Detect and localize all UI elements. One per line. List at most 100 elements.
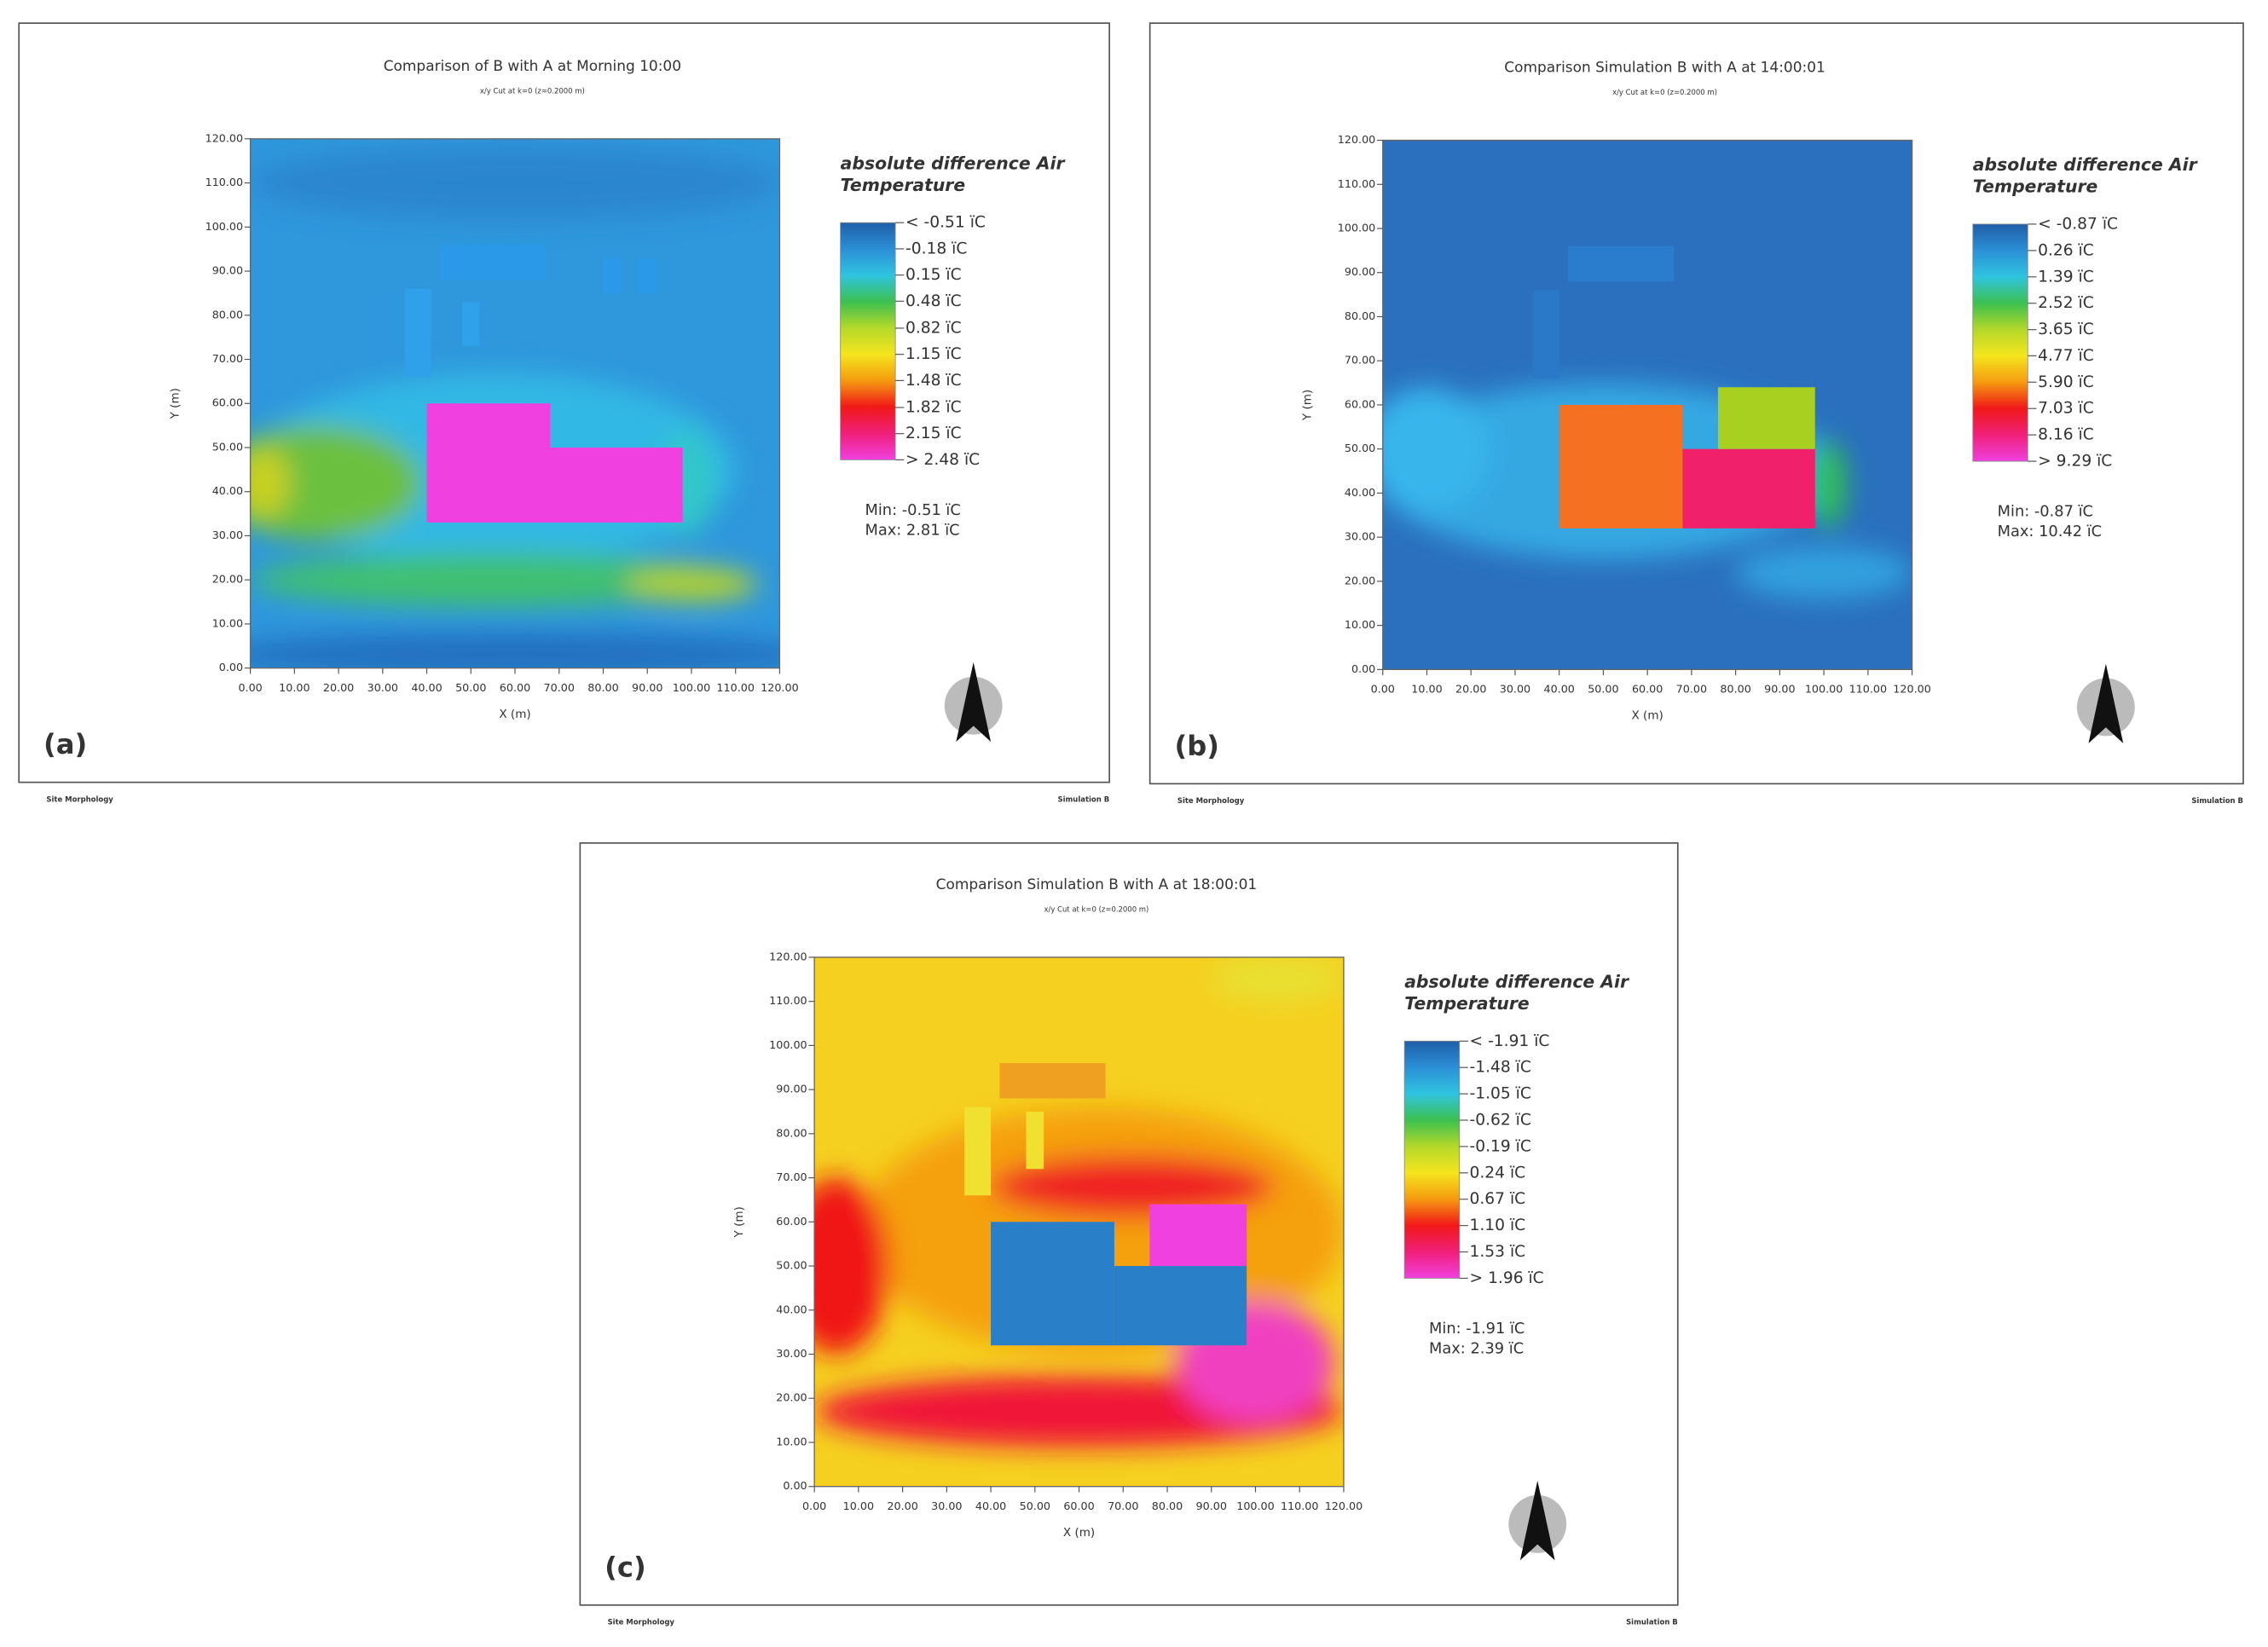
colorbar-label: 1.10 ïC	[1470, 1216, 1526, 1234]
y-tick-label: 100.00	[1338, 222, 1376, 234]
x-tick-label: 30.00	[1500, 683, 1530, 696]
legend-title-box: absolute difference Air Temperature	[1404, 971, 1629, 1014]
building-field	[404, 288, 431, 378]
building-field	[1149, 1204, 1247, 1267]
chart-subtitle: x/y Cut at k=0 (z=0.2000 m)	[1044, 904, 1148, 913]
y-tick-label: 20.00	[212, 573, 243, 586]
y-tick-label: 70.00	[212, 352, 243, 365]
x-tick-label: 110.00	[1849, 683, 1888, 696]
x-tick-label: 60.00	[1632, 683, 1663, 696]
colorbar-label: > 1.96 ïC	[1470, 1269, 1544, 1287]
x-tick-label: 80.00	[1720, 683, 1750, 696]
heatmap-shape	[1382, 387, 1489, 511]
y-tick-label: 120.00	[205, 131, 244, 144]
north-arrow	[2088, 663, 2124, 743]
legend-title: absolute difference Air Temperature	[1404, 971, 1629, 1014]
max-label: Max: 2.81 ïC	[865, 522, 960, 540]
y-tick-label: 80.00	[212, 308, 243, 321]
y-tick-label: 10.00	[212, 616, 243, 629]
y-axis-label: Y (m)	[1301, 390, 1315, 421]
y-tick-label: 10.00	[776, 1435, 807, 1448]
building-field	[426, 403, 551, 523]
building-field	[603, 257, 622, 293]
y-tick-label: 30.00	[776, 1347, 807, 1360]
chart-title: Comparison Simulation B with A at 14:00:…	[1504, 59, 1825, 76]
x-tick-label: 20.00	[323, 681, 354, 694]
north-arrow	[1519, 1480, 1555, 1561]
x-axis-label: X (m)	[499, 708, 530, 721]
heatmap-shape	[250, 447, 291, 518]
heatmap-shape	[991, 1155, 1274, 1218]
y-tick-label: 50.00	[776, 1259, 807, 1272]
x-tick-label: 90.00	[1764, 683, 1795, 696]
colorbar-label: 0.24 ïC	[1470, 1164, 1526, 1182]
building-field	[1682, 448, 1815, 529]
building-field	[964, 1107, 992, 1196]
y-tick-label: 110.00	[769, 994, 807, 1007]
x-tick-label: 50.00	[1020, 1500, 1050, 1512]
y-tick-label: 60.00	[212, 396, 243, 409]
x-tick-label: 20.00	[1455, 683, 1486, 696]
chart-subtitle: x/y Cut at k=0 (z=0.2000 m)	[480, 86, 585, 95]
y-tick-label: 40.00	[1345, 486, 1375, 499]
colorbar	[1972, 223, 2028, 462]
heatmap	[814, 956, 1344, 1487]
panel: Comparison Simulation B with A at 14:00:…	[1148, 22, 2244, 805]
panel-label: (b)	[1174, 730, 1219, 762]
x-tick-label: 90.00	[632, 681, 662, 694]
colorbar-label: 0.48 ïC	[905, 292, 962, 310]
x-tick-label: 100.00	[1805, 683, 1843, 696]
x-tick-label: 110.00	[1281, 1500, 1319, 1512]
colorbar-label: 0.67 ïC	[1470, 1190, 1526, 1208]
north-arrow	[956, 662, 992, 743]
y-tick-label: 90.00	[212, 264, 243, 277]
y-tick-label: 110.00	[205, 176, 244, 188]
y-tick-label: 120.00	[1338, 133, 1376, 146]
x-tick-label: 30.00	[367, 681, 398, 694]
colorbar-label: 3.65 ïC	[2038, 321, 2094, 338]
colorbar-label: > 9.29 ïC	[2038, 453, 2112, 471]
x-tick-label: 120.00	[1325, 1500, 1363, 1512]
building-field	[999, 1063, 1106, 1099]
colorbar-label: -0.62 ïC	[1470, 1112, 1531, 1130]
panel-label: (a)	[43, 728, 87, 760]
panel: Comparison Simulation B with A at 18:00:…	[579, 842, 1679, 1627]
y-tick-label: 90.00	[1345, 265, 1375, 278]
x-tick-label: 70.00	[1676, 683, 1707, 696]
min-label: Min: -0.87 ïC	[1998, 502, 2093, 520]
chart-title: Comparison of B with A at Morning 10:00	[384, 57, 681, 74]
heatmap-shape	[250, 633, 780, 668]
building-field	[550, 447, 683, 523]
colorbar	[840, 222, 896, 460]
building-field	[1114, 1266, 1247, 1346]
colorbar-label: 0.26 ïC	[2038, 241, 2094, 259]
y-tick-label: 120.00	[769, 950, 807, 962]
x-tick-label: 90.00	[1196, 1500, 1227, 1512]
colorbar	[1403, 1040, 1461, 1279]
x-tick-label: 60.00	[500, 681, 530, 694]
heatmap-shape	[250, 553, 736, 607]
y-tick-label: 30.00	[1345, 530, 1375, 543]
x-axis-label: X (m)	[1063, 1526, 1095, 1540]
colorbar-label: 1.39 ïC	[2038, 268, 2094, 286]
colorbar-label: 0.15 ïC	[905, 266, 962, 284]
x-tick-label: 10.00	[279, 681, 310, 694]
min-label: Min: -0.51 ïC	[865, 501, 961, 519]
footer-left: Site Morphology	[1177, 796, 1245, 805]
y-tick-label: 100.00	[205, 220, 244, 233]
panel-label: (c)	[605, 1551, 646, 1583]
y-tick-label: 20.00	[1345, 574, 1375, 587]
x-tick-label: 100.00	[1236, 1500, 1275, 1512]
y-axis-label: Y (m)	[168, 388, 182, 419]
y-tick-label: 60.00	[776, 1215, 807, 1228]
colorbar-label: 1.82 ïC	[905, 398, 962, 416]
y-tick-label: 0.00	[1351, 662, 1375, 675]
chart-title: Comparison Simulation B with A at 18:00:…	[936, 876, 1258, 893]
y-tick-label: 40.00	[776, 1303, 807, 1315]
panel: Comparison of B with A at Morning 10:00 x…	[18, 22, 1111, 804]
footer-left: Site Morphology	[608, 1618, 675, 1627]
colorbar-label: 8.16 ïC	[2038, 426, 2094, 444]
heatmap-shape	[250, 147, 780, 218]
colorbar-label: 1.15 ïC	[905, 345, 962, 363]
y-tick-label: 90.00	[776, 1083, 807, 1095]
